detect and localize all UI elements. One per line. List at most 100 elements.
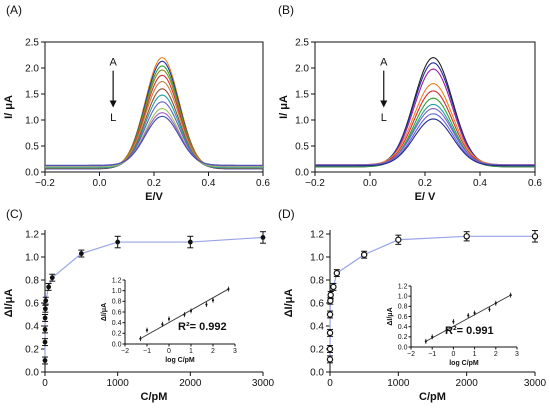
panel-label: (A) bbox=[6, 3, 22, 17]
data-point bbox=[326, 311, 334, 318]
data-point bbox=[49, 275, 55, 281]
y-tick-label: 0.2 bbox=[310, 345, 324, 356]
data-point bbox=[187, 239, 193, 245]
inset-data-point bbox=[205, 303, 208, 306]
curve-series-9 bbox=[315, 118, 535, 167]
x-axis-label: C/pM bbox=[419, 391, 446, 403]
y-tick-label: 2.0 bbox=[295, 64, 309, 75]
panel-label: (C) bbox=[6, 207, 23, 221]
inset-data-point bbox=[431, 335, 434, 338]
data-point bbox=[260, 235, 266, 240]
y-axis-label: I/ μA bbox=[278, 95, 290, 119]
inset-y-tick-label: 0.4 bbox=[112, 320, 122, 327]
annotation-arrow-head bbox=[109, 100, 117, 108]
plot-frame bbox=[314, 41, 536, 173]
x-tick-label: 3000 bbox=[252, 378, 275, 389]
inset-x-tick-label: 1 bbox=[473, 351, 477, 358]
data-point bbox=[78, 251, 84, 256]
data-point bbox=[326, 345, 334, 353]
inset-y-tick-label: 1.0 bbox=[112, 288, 122, 295]
inset-y-tick-label: 0.2 bbox=[398, 334, 408, 341]
y-tick-label: 1.0 bbox=[25, 253, 39, 264]
data-point bbox=[531, 233, 539, 240]
panel-2: (C) 0 1000 2000 3000 0.0 0.2 0.4 0.6 0.8 1.0 1.2 C/p… bbox=[3, 207, 275, 403]
curve-series-0 bbox=[315, 57, 535, 168]
inset-y-tick-label: 1.2 bbox=[112, 277, 122, 284]
data-point bbox=[115, 239, 121, 245]
x-tick-label: −0.2 bbox=[35, 178, 55, 189]
y-tick-label: 2.5 bbox=[25, 38, 39, 49]
y-tick-label: 2.0 bbox=[25, 64, 39, 75]
x-tick-label: 0.4 bbox=[473, 178, 487, 189]
inset-y-tick-label: 0.8 bbox=[112, 299, 122, 306]
x-axis-label: C/pM bbox=[141, 391, 168, 403]
inset-data-point bbox=[452, 320, 455, 323]
y-tick-label: 0.8 bbox=[25, 276, 39, 287]
inset-data-point bbox=[494, 302, 497, 305]
annotation-arrow-head bbox=[380, 100, 388, 108]
inset-x-tick-label: 2 bbox=[494, 351, 498, 358]
data-point bbox=[360, 251, 368, 258]
inset-y-tick-label: 0.2 bbox=[112, 331, 122, 338]
y-tick-label: 0.5 bbox=[25, 142, 39, 153]
data-point bbox=[42, 339, 48, 345]
inset-data-point bbox=[509, 294, 512, 297]
inset-x-tick-label: 2 bbox=[211, 348, 215, 355]
inset-y-tick-label: 1.2 bbox=[398, 283, 408, 290]
y-tick-label: 1.5 bbox=[295, 90, 309, 101]
inset-x-tick-label: −2 bbox=[407, 351, 415, 358]
y-tick-label: 0.0 bbox=[310, 368, 324, 379]
inset-y-tick-label: 0.0 bbox=[112, 341, 122, 348]
data-point bbox=[330, 283, 337, 291]
x-axis-label: E/ V bbox=[415, 191, 436, 203]
y-tick-label: 0.0 bbox=[25, 368, 39, 379]
curve-group bbox=[315, 57, 535, 168]
inset-plot: −2 −1 0 1 2 3 0.0 0.2 0.4 0.6 0.8 1.0 1.2 log C/pM ΔI/… bbox=[101, 272, 243, 366]
data-point bbox=[395, 236, 402, 243]
y-tick-label: 0.2 bbox=[25, 345, 39, 356]
inset-y-tick-label: 0.0 bbox=[398, 344, 408, 351]
inset-data-point bbox=[473, 311, 476, 315]
inset-data-point bbox=[211, 299, 215, 302]
data-point bbox=[463, 233, 470, 240]
curve-series-8 bbox=[45, 101, 263, 168]
curve-series-9 bbox=[45, 108, 263, 168]
inset-x-tick-label: −2 bbox=[121, 348, 129, 355]
x-tick-label: 0.0 bbox=[363, 178, 377, 189]
curve-series-5 bbox=[45, 80, 263, 168]
panel-label: (D) bbox=[278, 207, 295, 221]
inset-data-point bbox=[424, 340, 427, 343]
data-point bbox=[43, 298, 49, 304]
inset-r2-label: R²= 0.992 bbox=[178, 321, 227, 333]
inset-x-axis-label: log C/pM bbox=[449, 360, 479, 367]
data-point bbox=[42, 315, 48, 321]
inset-x-tick-label: 3 bbox=[515, 351, 519, 358]
panel-3: (D) 0 1000 2000 3000 0.0 0.2 0.4 0.6 0.8 1.0 1.2 C/p… bbox=[278, 207, 547, 403]
inset-data-point bbox=[161, 323, 164, 326]
y-tick-label: 1.5 bbox=[25, 90, 39, 101]
inset-x-axis-label: log C/pM bbox=[165, 357, 195, 364]
inset-y-tick-label: 0.6 bbox=[112, 309, 122, 316]
y-tick-label: 0.6 bbox=[25, 299, 39, 310]
x-tick-label: 0 bbox=[42, 378, 48, 389]
y-tick-label: 0.4 bbox=[25, 322, 39, 333]
inset-y-tick-label: 0.8 bbox=[398, 304, 408, 311]
y-tick-label: 1.2 bbox=[310, 230, 324, 241]
panel-0: (A)−0.2 0.0 0.2 0.4 0.60.00.51.01.52.02.5E/V… bbox=[3, 3, 270, 203]
data-point bbox=[327, 291, 334, 299]
inset-x-tick-label: 3 bbox=[233, 348, 237, 355]
data-point bbox=[42, 358, 48, 363]
y-tick-label: 1.2 bbox=[25, 230, 39, 241]
inset-data-point bbox=[445, 328, 449, 331]
inset-data-point bbox=[139, 337, 142, 340]
curve-series-8 bbox=[315, 113, 535, 167]
inset-y-tick-label: 0.4 bbox=[398, 324, 408, 331]
x-tick-label: 2000 bbox=[179, 378, 202, 389]
inset-y-axis-label: ΔI/μA bbox=[387, 307, 394, 325]
y-axis-label: ΔI/μA bbox=[283, 289, 295, 318]
inset-x-tick-label: −1 bbox=[428, 351, 436, 358]
y-tick-label: 2.5 bbox=[295, 38, 309, 49]
inset-y-tick-label: 0.6 bbox=[398, 314, 408, 321]
y-tick-label: 0.0 bbox=[295, 168, 309, 179]
